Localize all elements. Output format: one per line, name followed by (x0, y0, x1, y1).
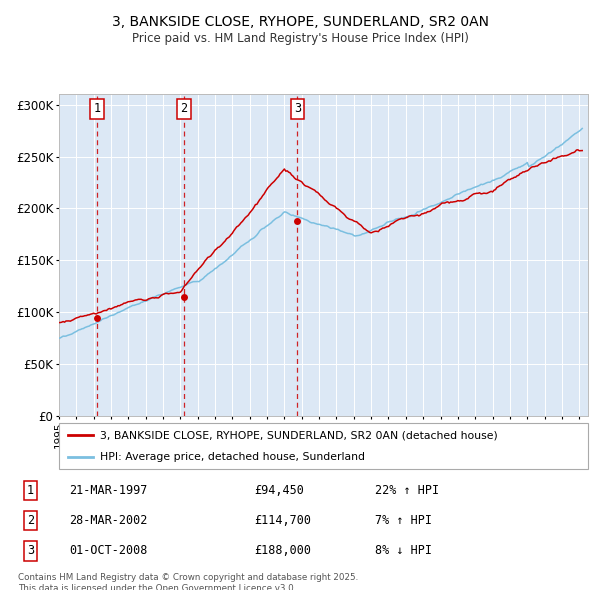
Text: 1: 1 (27, 484, 34, 497)
Text: 3, BANKSIDE CLOSE, RYHOPE, SUNDERLAND, SR2 0AN (detached house): 3, BANKSIDE CLOSE, RYHOPE, SUNDERLAND, S… (100, 431, 498, 441)
Text: 3: 3 (294, 103, 301, 116)
Text: HPI: Average price, detached house, Sunderland: HPI: Average price, detached house, Sund… (100, 451, 365, 461)
Text: £114,700: £114,700 (254, 514, 311, 527)
Text: Contains HM Land Registry data © Crown copyright and database right 2025.
This d: Contains HM Land Registry data © Crown c… (18, 573, 358, 590)
Text: 28-MAR-2002: 28-MAR-2002 (70, 514, 148, 527)
Text: £188,000: £188,000 (254, 545, 311, 558)
Text: £94,450: £94,450 (254, 484, 304, 497)
FancyBboxPatch shape (59, 423, 588, 469)
Text: 2: 2 (181, 103, 188, 116)
Text: 3, BANKSIDE CLOSE, RYHOPE, SUNDERLAND, SR2 0AN: 3, BANKSIDE CLOSE, RYHOPE, SUNDERLAND, S… (112, 15, 488, 29)
Text: 7% ↑ HPI: 7% ↑ HPI (375, 514, 432, 527)
Text: 2: 2 (27, 514, 34, 527)
Text: 22% ↑ HPI: 22% ↑ HPI (375, 484, 439, 497)
Text: Price paid vs. HM Land Registry's House Price Index (HPI): Price paid vs. HM Land Registry's House … (131, 32, 469, 45)
Text: 21-MAR-1997: 21-MAR-1997 (70, 484, 148, 497)
Text: 8% ↓ HPI: 8% ↓ HPI (375, 545, 432, 558)
Text: 1: 1 (94, 103, 101, 116)
Text: 01-OCT-2008: 01-OCT-2008 (70, 545, 148, 558)
Text: 3: 3 (27, 545, 34, 558)
